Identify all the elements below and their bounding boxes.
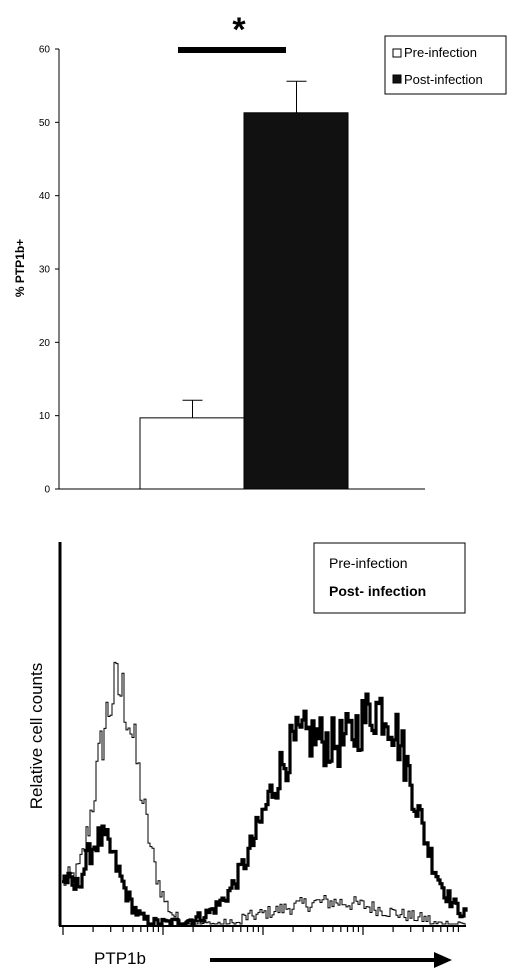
x-arrow xyxy=(210,952,452,968)
legend-label-post: Post-infection xyxy=(404,72,483,87)
y-tick-label: 0 xyxy=(44,485,50,496)
hist-legend-box xyxy=(313,542,466,614)
hist-legend-post: Post- infection xyxy=(329,583,426,599)
y-ticks: 0 10 20 30 40 50 60 xyxy=(39,45,59,496)
y-tick-label: 10 xyxy=(39,411,51,422)
hist-y-axis-label: Relative cell counts xyxy=(27,663,46,809)
legend-swatch-pre xyxy=(392,48,402,58)
legend-label-pre: Pre-infection xyxy=(404,45,477,60)
legend-swatch-post xyxy=(392,74,402,84)
pre-infection-curve xyxy=(62,661,466,925)
y-tick-label: 40 xyxy=(39,191,51,202)
hist-x-axis-label: PTP1b xyxy=(94,949,146,968)
hist-legend-pre: Pre-infection xyxy=(329,555,408,571)
arrow-head xyxy=(434,952,452,968)
bar-legend: Pre-infection Post-infection xyxy=(384,35,507,95)
legend-box xyxy=(384,35,507,95)
bar-pre-infection xyxy=(139,417,245,490)
y-tick-label: 50 xyxy=(39,118,51,129)
significance-star: * xyxy=(232,11,246,49)
bar-post-infection xyxy=(243,112,349,490)
bar-chart: 0 10 20 30 40 50 60 * % PTP1b+ Pre-infection P… xyxy=(13,11,507,496)
hist-x-ticks xyxy=(62,926,460,935)
bars xyxy=(139,112,349,490)
y-axis-label: % PTP1b+ xyxy=(13,239,27,297)
histogram: Pre-infection Post- infection Relative c… xyxy=(27,542,468,968)
error-bars xyxy=(182,80,307,418)
y-tick-label: 60 xyxy=(39,45,51,56)
y-tick-label: 30 xyxy=(39,265,51,276)
hist-legend: Pre-infection Post- infection xyxy=(313,542,466,614)
y-tick-label: 20 xyxy=(39,338,51,349)
post-infection-curve xyxy=(62,692,468,926)
